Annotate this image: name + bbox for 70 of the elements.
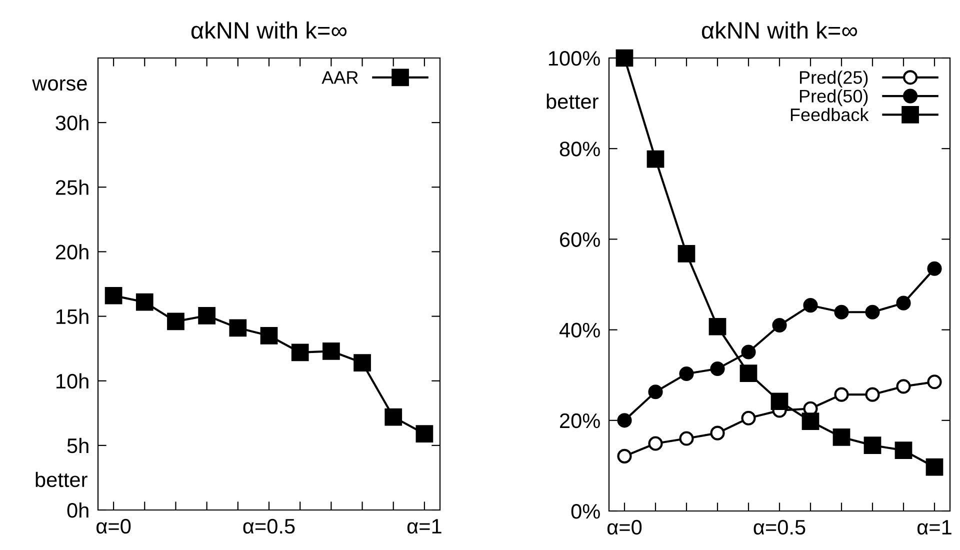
point [710, 361, 725, 376]
y-tick-label: 0% [571, 504, 600, 519]
point [648, 384, 663, 400]
y-tick-label: 20h [56, 244, 88, 260]
point [741, 344, 756, 360]
point [927, 261, 942, 276]
point [926, 458, 944, 476]
point [896, 379, 911, 394]
legend-label: Feedback [790, 108, 869, 122]
y-tick-label: 80% [560, 142, 600, 156]
x-tick-label: α=0.5 [754, 520, 806, 535]
point [770, 392, 788, 410]
y-tick-label: 15h [56, 308, 88, 324]
y-tick-label: 10h [56, 373, 88, 389]
point [616, 49, 634, 67]
point [646, 150, 664, 168]
point [896, 296, 911, 310]
chart-title: αkNN with k=∞ [702, 21, 858, 39]
point [679, 431, 694, 446]
y-tick-label: 0h [67, 502, 88, 518]
point [865, 387, 880, 402]
legend-label: Pred(50) [800, 89, 868, 106]
point [865, 304, 880, 320]
text: better [546, 94, 598, 109]
point [803, 298, 818, 313]
point [104, 286, 122, 304]
point [416, 425, 434, 442]
point [291, 344, 309, 362]
point [710, 426, 725, 440]
point [864, 436, 882, 454]
point [322, 342, 340, 360]
point [894, 442, 912, 459]
point [136, 293, 154, 311]
point [617, 448, 632, 464]
point [167, 312, 184, 330]
legend-label: AAR [322, 71, 358, 84]
point [927, 374, 942, 390]
x-tick-label: α=1 [917, 520, 952, 535]
point [679, 366, 694, 382]
point [740, 364, 758, 382]
x-tick-label: α=0 [607, 520, 642, 535]
y-tick-label: 30h [56, 115, 88, 130]
point [678, 245, 696, 262]
x-tick-label: α=0.5 [243, 518, 295, 534]
x-tick-label: α=1 [407, 519, 442, 534]
y-tick-label: 100% [548, 51, 600, 66]
x-tick-label: α=0 [96, 518, 131, 534]
legend-label: Pred(25) [800, 70, 868, 88]
point [834, 387, 849, 402]
point [384, 408, 402, 426]
y-tick-label: 20% [560, 413, 600, 428]
point [741, 410, 756, 426]
y-tick-label: 60% [560, 232, 600, 247]
point [648, 436, 663, 451]
point [834, 304, 849, 320]
point [832, 428, 850, 446]
text: worse [32, 79, 87, 91]
text: better [36, 472, 88, 488]
point [229, 319, 247, 337]
y-tick-label: 40% [559, 322, 600, 338]
point [802, 412, 820, 430]
point [354, 354, 371, 372]
point [260, 326, 278, 344]
point [198, 306, 216, 324]
point [617, 413, 632, 428]
chart-title: αkNN with k=∞ [191, 21, 347, 39]
point [708, 318, 726, 336]
y-tick-label: 5h [67, 438, 88, 454]
point [772, 318, 787, 333]
y-tick-label: 25h [56, 180, 88, 195]
